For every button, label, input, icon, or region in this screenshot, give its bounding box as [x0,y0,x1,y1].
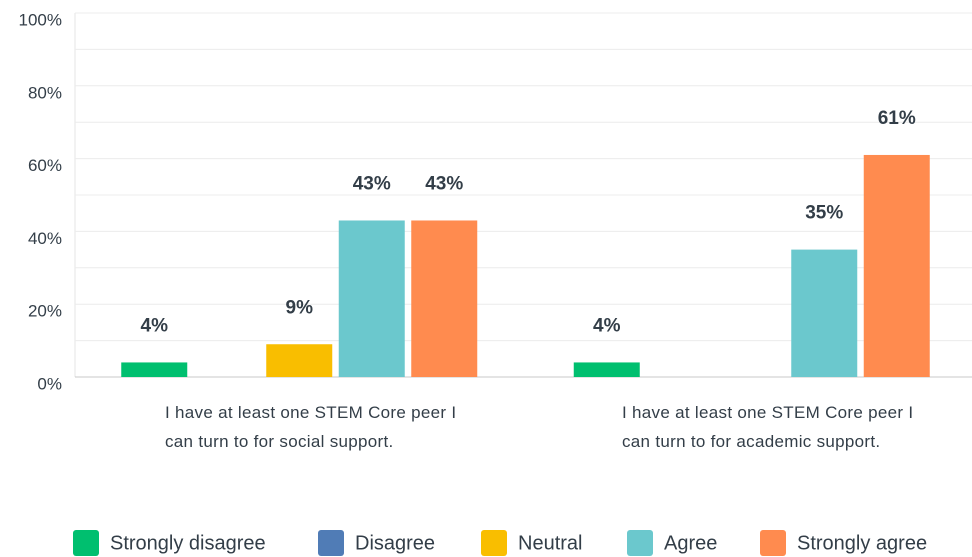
value-label: 61% [878,108,916,129]
legend-label: Neutral [518,532,582,554]
bar [121,362,188,377]
legend-swatch [627,530,653,556]
bar [863,154,930,377]
legend-label: Strongly agree [797,532,927,554]
bar [338,220,405,377]
y-tick-label: 40% [28,229,62,248]
legend-label: Disagree [355,532,435,554]
legend-swatch [318,530,344,556]
bar [411,220,478,377]
value-label: 35% [805,203,843,224]
y-tick-label: 80% [28,83,62,102]
value-label: 4% [141,315,169,336]
y-tick-label: 100% [19,10,62,29]
bar [266,344,333,377]
y-tick-label: 0% [37,374,62,393]
x-tick-label: I have at least one STEM Core peer I can… [622,403,914,451]
value-label: 4% [593,315,621,336]
y-tick-label: 20% [28,302,62,321]
bar [573,362,640,377]
legend-swatch [481,530,507,556]
bar [791,249,858,377]
legend-swatch [760,530,786,556]
legend-label: Strongly disagree [110,532,266,554]
value-label: 43% [353,173,391,194]
x-tick-label: I have at least one STEM Core peer I can… [165,403,457,451]
value-label: 9% [286,297,314,318]
legend-label: Agree [664,532,717,554]
y-tick-label: 60% [28,156,62,175]
legend-swatch [73,530,99,556]
value-label: 43% [425,173,463,194]
